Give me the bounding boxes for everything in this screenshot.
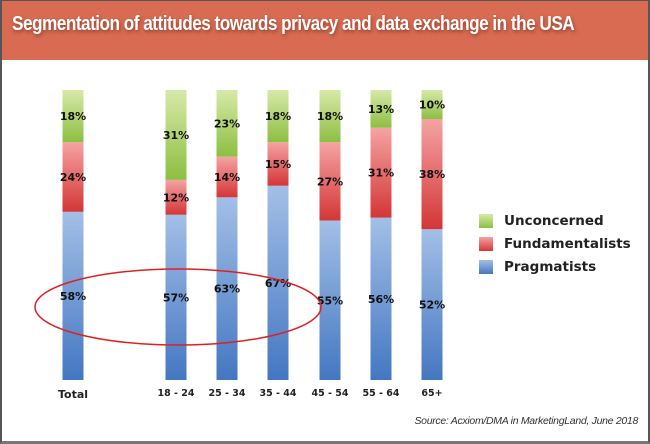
bar-unconcerned-55-64 [370,90,392,128]
data-label: 52% [419,299,445,312]
data-label: 10% [419,99,445,112]
x-tick-label: Total [58,388,88,401]
legend-item-fundamentalists: Fundamentalists [479,232,631,255]
header-banner: Segmentation of attitudes towards privac… [2,1,648,60]
data-label: 67% [265,277,291,290]
data-label: 55% [317,294,343,307]
bar-fundamentalists-18-24 [165,179,187,215]
bar-fundamentalists-Total [62,142,84,212]
bar-pragmatists-65plus [421,229,443,380]
x-tick-label: 45 - 54 [312,388,349,399]
bar-fundamentalists-25-34 [216,156,238,198]
bar-unconcerned-65plus [421,90,443,119]
bar-unconcerned-Total [62,90,84,143]
x-tick-label: 35 - 44 [260,388,297,399]
legend-item-unconcerned: Unconcerned [479,209,631,232]
data-label: 58% [60,290,86,303]
data-label: 12% [163,191,189,204]
bar-pragmatists-35-44 [267,185,289,380]
bar-fundamentalists-35-44 [267,142,289,186]
data-label: 14% [214,171,240,184]
bar-unconcerned-25-34 [216,90,238,157]
x-tick-label: 55 - 64 [363,388,400,399]
bar-pragmatists-55-64 [370,217,392,380]
bar-fundamentalists-45-54 [319,142,341,221]
legend-label: Pragmatists [504,258,597,275]
legend: Unconcerned Fundamentalists Pragmatists [479,209,631,278]
legend-label: Fundamentalists [504,235,631,252]
highlight-ellipse [34,268,322,346]
bar-unconcerned-18-24 [165,90,187,180]
legend-label: Unconcerned [504,212,604,229]
legend-swatch-unconcerned [479,213,493,228]
bar-pragmatists-45-54 [319,220,341,380]
legend-swatch-pragmatists [479,259,493,274]
source-note: Source: Acxiom/DMA in MarketingLand, Jun… [414,415,638,427]
data-label: 56% [368,293,394,306]
data-label: 31% [368,167,394,180]
chart-title: Segmentation of attitudes towards privac… [12,13,575,35]
data-label: 15% [265,158,291,171]
bar-pragmatists-25-34 [216,197,238,380]
data-label: 13% [368,103,394,116]
data-label: 31% [163,129,189,142]
data-label: 24% [60,171,86,184]
x-tick-label: 65+ [421,388,442,399]
data-label: 23% [214,117,240,130]
bar-fundamentalists-65plus [421,119,443,230]
data-label: 18% [265,110,291,123]
data-label: 57% [163,291,189,304]
bar-unconcerned-35-44 [267,90,289,143]
data-label: 18% [317,110,343,123]
bar-unconcerned-45-54 [319,90,341,143]
x-tick-label: 25 - 34 [209,388,246,399]
data-label: 63% [214,283,240,296]
data-label: 38% [419,168,445,181]
data-label: 18% [60,110,86,123]
bar-fundamentalists-55-64 [370,127,392,218]
data-label: 27% [317,175,343,188]
legend-item-pragmatists: Pragmatists [479,255,631,278]
bar-pragmatists-18-24 [165,214,187,380]
legend-swatch-fundamentalists [479,236,493,251]
bar-pragmatists-Total [62,211,84,380]
x-tick-label: 18 - 24 [158,388,195,399]
